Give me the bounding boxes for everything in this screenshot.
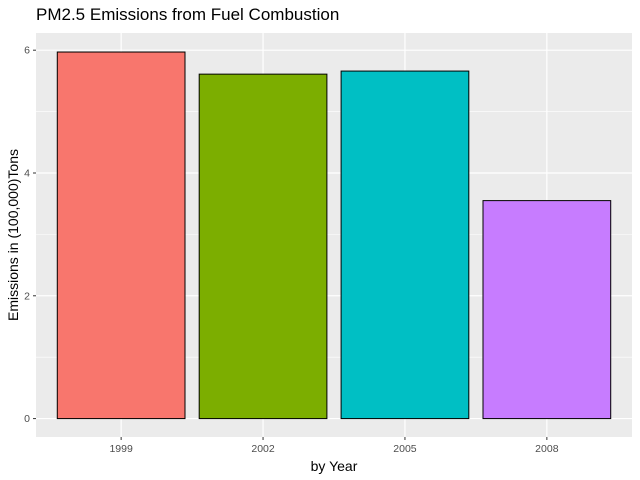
x-tick-label: 1999 xyxy=(109,443,133,455)
y-axis: 0 2 4 6 xyxy=(24,45,36,425)
y-axis-title: Emissions in (100,000)Tons xyxy=(5,149,21,321)
y-tick-label: 2 xyxy=(24,290,30,302)
bars xyxy=(56,51,612,420)
chart-title: PM2.5 Emissions from Fuel Combustion xyxy=(36,5,340,24)
y-tick-label: 4 xyxy=(24,167,30,179)
x-axis: 1999 2002 2005 2008 xyxy=(109,437,559,455)
bar-1999 xyxy=(56,51,186,420)
y-tick-label: 6 xyxy=(24,45,30,57)
y-tick-label: 0 xyxy=(24,413,30,425)
x-axis-title: by Year xyxy=(311,458,358,474)
x-tick-label: 2002 xyxy=(251,443,275,455)
x-tick-label: 2008 xyxy=(535,443,559,455)
bar-2002 xyxy=(198,73,328,420)
bar-2005 xyxy=(340,70,470,420)
bar-2008 xyxy=(482,200,612,420)
x-tick-label: 2005 xyxy=(393,443,417,455)
